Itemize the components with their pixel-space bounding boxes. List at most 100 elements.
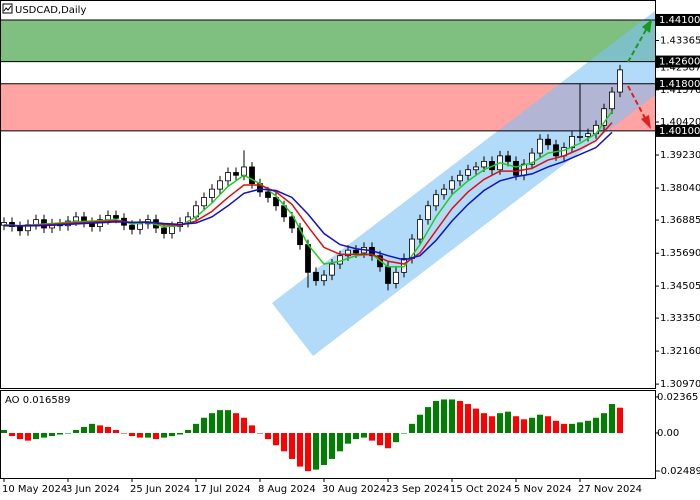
ao-bar [329,433,335,459]
forecast-arrows [627,19,652,129]
ao-bar [569,423,575,434]
ao-bar [449,399,455,434]
candle-body [233,172,239,176]
ao-bar [209,413,215,434]
ao-bar [97,425,103,434]
x-tick-label: 25 Jun 2024 [130,484,190,495]
ao-bar [193,423,199,434]
trend-channel [272,11,655,356]
candle-body [465,169,471,176]
ao-bar [249,425,255,434]
y-tick-label: 1.38040 [660,183,700,194]
level-label-box [656,77,700,90]
candle-body [473,166,479,171]
y-tick-label: 1.40420 [660,117,700,128]
candle-body [457,174,463,182]
ao-bar [385,433,391,449]
ao-bar [561,423,567,434]
candle-body [241,166,247,176]
ao-bar [241,417,247,434]
level-label-box [656,124,700,137]
ao-bar [217,410,223,434]
ao-bar [369,433,375,441]
candle-body [385,266,391,284]
candle-body [249,166,255,184]
symbol-icon [2,3,13,14]
axes: 1.43365 1.42387 1.41576 1.40420 1.39230 1.380… [2,13,700,495]
ao-bar [593,417,599,434]
candle-body [217,180,223,190]
ao-bar [113,429,119,434]
level-label-box [656,13,700,26]
y-tick-label: 1.33350 [660,313,700,324]
x-tick-label: 8 Aug 2024 [258,484,316,495]
candle-body [161,227,167,234]
ao-bar [377,433,383,446]
ao-bar [513,416,519,434]
ao-bar [425,407,431,434]
ao-bar [353,433,359,440]
ao-bar [617,407,623,434]
chart-title: USDCAD,Daily [15,5,86,16]
down-arrow-head [641,115,651,129]
up-arrow-head [642,19,652,33]
candle-body [169,226,175,234]
moving-averages [3,111,613,268]
x-tick-label: 15 Oct 2024 [450,484,512,495]
ao-bar [89,423,95,434]
main-frame [0,0,656,389]
ao-bar [25,433,31,441]
ao-bar [313,433,319,470]
candle-body [433,194,439,207]
ao-bar [41,433,47,438]
ao-bar [153,433,159,440]
ao-bar [169,433,175,437]
ao-bar [225,410,231,434]
ao-bar [17,433,23,440]
ao-bar [305,433,311,472]
ao-bar [297,433,303,467]
candle-body [137,223,143,230]
ao-bar [105,426,111,434]
candle-body [393,271,399,284]
moving-average [3,131,613,261]
down-arrow-line [627,85,647,121]
candle-body [585,133,591,137]
ao-bar [409,423,415,434]
ao-bar [417,414,423,434]
ao-bar [345,433,351,444]
candle-body [289,216,295,229]
ao-bar [401,433,407,434]
y-tick-label: 1.35690 [660,248,700,259]
ao-bar [257,433,263,434]
ao-bar [553,420,559,434]
ao-bar [33,433,39,440]
ao-bar [273,433,279,446]
ao-bar [473,408,479,434]
ao-bar [577,422,583,434]
y-tick-label: 1.32160 [660,346,700,357]
ao-bar [433,400,439,434]
ao-bar [489,416,495,434]
candle-body [425,205,431,221]
ao-bar [497,413,503,434]
candle-body [345,249,351,257]
ao-bar [457,400,463,434]
ao-bar [49,433,55,437]
candle-body [553,144,559,157]
ao-bar [265,433,271,440]
candle-body [537,138,543,154]
candle-body [305,244,311,273]
y-tick-label: 0.00 [657,428,679,439]
ao-bar [441,399,447,434]
candle-body [449,180,455,190]
candle-body [601,108,607,126]
ao-bar [137,433,143,438]
ao-bar [361,433,367,438]
candle-body [329,263,335,276]
level-label: 1.40100 [659,126,700,137]
candle-body [481,161,487,168]
candle-body [209,188,215,198]
